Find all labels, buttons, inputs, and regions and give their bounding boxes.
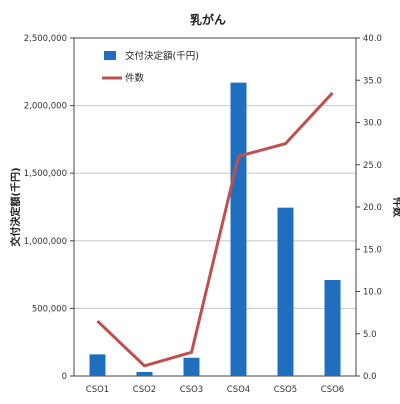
left-tick-label: 500,000 bbox=[32, 304, 67, 314]
right-axis: 0.0 5.0 10.0 15.0 20.0 25.0 30.0 35.0 40.0 bbox=[356, 34, 382, 382]
right-tick-label: 25.0 bbox=[363, 161, 382, 171]
bar bbox=[89, 354, 106, 376]
legend: 交付決定額(千円) 件数 bbox=[102, 50, 199, 84]
left-axis-label: 交付決定額(千円) bbox=[9, 167, 22, 246]
right-tick-label: 40.0 bbox=[363, 34, 382, 44]
plot-area bbox=[73, 37, 357, 377]
right-tick-label: 0.0 bbox=[363, 372, 377, 382]
right-axis-label: 件数 bbox=[391, 197, 400, 218]
bar bbox=[324, 280, 341, 376]
bar bbox=[230, 82, 247, 376]
left-tick-label: 2,000,000 bbox=[24, 102, 67, 112]
bar bbox=[183, 357, 200, 376]
left-tick-label: 1,500,000 bbox=[24, 169, 67, 179]
x-axis: CSO1 CSO2 CSO3 CSO4 CSO5 CSO6 bbox=[86, 385, 344, 395]
left-axis: 0 500,000 1,000,000 1,500,000 2,000,000 2,500… bbox=[24, 34, 74, 382]
legend-swatch-bar bbox=[104, 51, 116, 60]
right-tick-label: 10.0 bbox=[363, 288, 382, 298]
left-tick-label: 1,000,000 bbox=[24, 237, 67, 247]
line-path bbox=[96, 91, 334, 368]
legend-label-line: 件数 bbox=[125, 72, 145, 84]
left-tick-label: 0 bbox=[62, 372, 67, 382]
x-tick-label: CSO5 bbox=[274, 385, 297, 395]
bar bbox=[136, 371, 153, 376]
x-tick-label: CSO3 bbox=[180, 385, 203, 395]
right-tick-label: 15.0 bbox=[363, 245, 382, 255]
line-series bbox=[96, 91, 334, 368]
right-tick-label: 35.0 bbox=[363, 76, 382, 86]
chart-title: 乳がん bbox=[190, 12, 226, 27]
right-tick-label: 20.0 bbox=[363, 203, 382, 213]
right-tick-label: 5.0 bbox=[363, 330, 377, 340]
x-tick-label: CSO2 bbox=[133, 385, 156, 395]
right-tick-label: 30.0 bbox=[363, 119, 382, 129]
x-tick-label: CSO6 bbox=[321, 385, 344, 395]
grid bbox=[74, 105, 356, 309]
x-tick-label: CSO1 bbox=[86, 385, 109, 395]
bar bbox=[277, 207, 294, 376]
left-tick-label: 2,500,000 bbox=[24, 34, 67, 44]
x-tick-label: CSO4 bbox=[227, 385, 250, 395]
legend-label-bar: 交付決定額(千円) bbox=[125, 50, 199, 62]
